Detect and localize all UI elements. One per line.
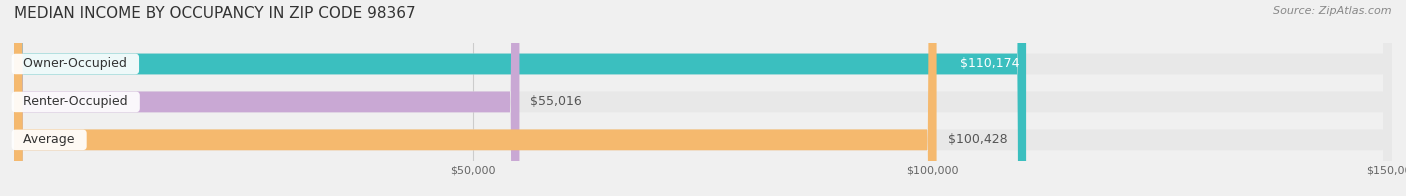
Text: MEDIAN INCOME BY OCCUPANCY IN ZIP CODE 98367: MEDIAN INCOME BY OCCUPANCY IN ZIP CODE 9… bbox=[14, 6, 416, 21]
FancyBboxPatch shape bbox=[14, 0, 1026, 196]
FancyBboxPatch shape bbox=[14, 0, 519, 196]
Text: $110,174: $110,174 bbox=[960, 57, 1019, 71]
Text: Renter-Occupied: Renter-Occupied bbox=[15, 95, 136, 108]
Text: $100,428: $100,428 bbox=[948, 133, 1007, 146]
Text: $55,016: $55,016 bbox=[530, 95, 582, 108]
FancyBboxPatch shape bbox=[14, 0, 1392, 196]
Text: Owner-Occupied: Owner-Occupied bbox=[15, 57, 135, 71]
Text: Source: ZipAtlas.com: Source: ZipAtlas.com bbox=[1274, 6, 1392, 16]
FancyBboxPatch shape bbox=[14, 0, 1392, 196]
FancyBboxPatch shape bbox=[14, 0, 1392, 196]
Text: Average: Average bbox=[15, 133, 83, 146]
FancyBboxPatch shape bbox=[14, 0, 936, 196]
